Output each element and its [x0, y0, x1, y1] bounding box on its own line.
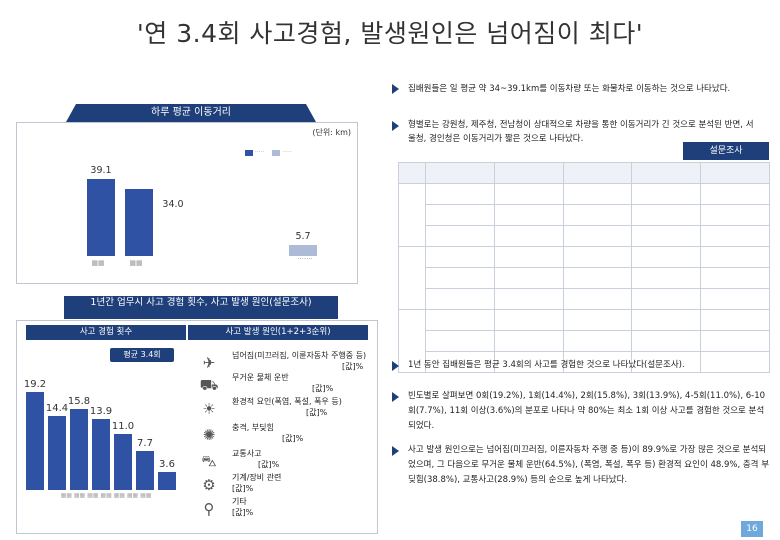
cause-panel-title: 사고 발생 원인(1+2+3순위) [188, 325, 368, 340]
count-category-row: ▦▦ ▦▦ ▦▦ ▦▦ ▦▦ ▦▦ ▦▦ [60, 492, 152, 499]
chart-legend: ····· ····· [245, 149, 292, 156]
count-bar [48, 416, 66, 490]
distance-value-label: 39.1 [90, 165, 112, 176]
distance-value-label: 34.0 [162, 199, 184, 210]
bullet-arrow-icon [392, 84, 399, 94]
distance-bar [87, 179, 115, 256]
count-bar [136, 451, 154, 490]
bullet-text-frequency: 빈도별로 살펴보면 0회(19.2%), 1회(14.4%), 2회(15.8%… [408, 391, 766, 431]
count-bar [114, 434, 132, 490]
page-number: 16 [741, 521, 763, 537]
fall-icon: ✈ [202, 354, 216, 372]
survey-table [398, 162, 770, 373]
bullet-text-distance: 집배원들은 일 평균 약 34~39.1km를 이동차량 또는 화물차로 이동하… [408, 84, 731, 94]
bullet-text-causes: 사고 발생 원인으로는 넘어짐(미끄러짐, 이륜자동차 주행 중 등)이 89.… [408, 445, 770, 485]
car-icon: ⛍ [201, 452, 217, 470]
count-value-label: 7.7 [137, 438, 153, 449]
page-title: '연 3.4회 사고경험, 발생원인은 넘어짐이 최다' [136, 19, 644, 48]
distance-panel-title: 하루 평균 이동거리 [66, 104, 316, 122]
cause-label: 무거운 물체 운반 [232, 373, 289, 382]
count-value-label: 15.8 [67, 396, 91, 407]
bullet-arrow-icon [392, 392, 399, 402]
cause-percent: [값]% [342, 362, 364, 371]
survey-badge: 설문조사 [683, 142, 769, 160]
cause-label: 충격, 부딪힘 [232, 423, 274, 432]
count-bar [26, 392, 44, 490]
count-plot: 19.2 14.4 15.8 13.9 11.0 7.7 3.6 [24, 379, 186, 490]
count-value-label: 3.6 [159, 459, 175, 470]
cause-label: 넘어짐(미끄러짐, 이륜자동차 주행중 등) [232, 351, 367, 360]
search-icon: ⚲ [203, 500, 215, 518]
count-value-label: 13.9 [89, 406, 113, 417]
cause-label: 기타 [232, 497, 247, 506]
accident-section-header: 1년간 업무시 사고 경험 횟수, 사고 발생 원인(설문조사) [64, 296, 338, 319]
count-value-label: 11.0 [111, 421, 135, 432]
count-value-label: 19.2 [23, 379, 47, 390]
bullet-arrow-icon [392, 446, 399, 456]
average-badge: 평균 3.4회 [110, 348, 174, 362]
impact-icon: ✺ [202, 426, 216, 444]
cause-label: 환경적 요인(폭염, 폭설, 폭우 등) [232, 397, 342, 406]
bullet-arrow-icon [392, 121, 399, 131]
category-label: ▦▦ [129, 259, 143, 267]
count-bar [70, 409, 88, 490]
distance-value-label: 5.7 [295, 231, 311, 242]
machine-icon: ⚙ [202, 476, 216, 494]
count-bar [92, 419, 110, 490]
bullet-arrow-icon [392, 361, 399, 371]
count-value-label: 14.4 [45, 403, 69, 414]
weather-icon: ☀ [202, 400, 216, 418]
cause-percent: [값]% [312, 384, 334, 393]
category-label: ▦▦ [91, 259, 105, 267]
distance-unit: (단위: km) [312, 128, 351, 137]
distance-bar [125, 189, 153, 256]
distance-plot: 39.1 34.0 5.7 [67, 161, 317, 256]
distance-chart: (단위: km) ····· ····· 39.1 34.0 5.7 ▦▦ ▦▦ ·… [16, 122, 358, 284]
cause-label: 기계/장비 관련 [232, 473, 282, 482]
cause-percent: [값]% [282, 434, 304, 443]
cause-percent: [값]% [232, 484, 254, 493]
bullet-text-region: 형별로는 강원청, 제주청, 전남청이 상대적으로 차량을 통한 이동거리가 긴… [408, 120, 754, 144]
count-bar [158, 472, 176, 490]
cause-percent: [값]% [306, 408, 328, 417]
count-panel-title: 사고 경험 횟수 [26, 325, 186, 340]
category-label: ······· [297, 255, 313, 263]
cause-percent: [값]% [232, 508, 254, 517]
distance-bar [289, 245, 317, 256]
truck-icon: ⛟ [199, 376, 219, 394]
bullet-text-average: 1년 동안 집배원들은 평균 3.4회의 사고를 경험한 것으로 나타났다(설문… [408, 360, 685, 370]
cause-label: 교통사고 [232, 449, 262, 458]
cause-percent: [값]% [258, 460, 280, 469]
